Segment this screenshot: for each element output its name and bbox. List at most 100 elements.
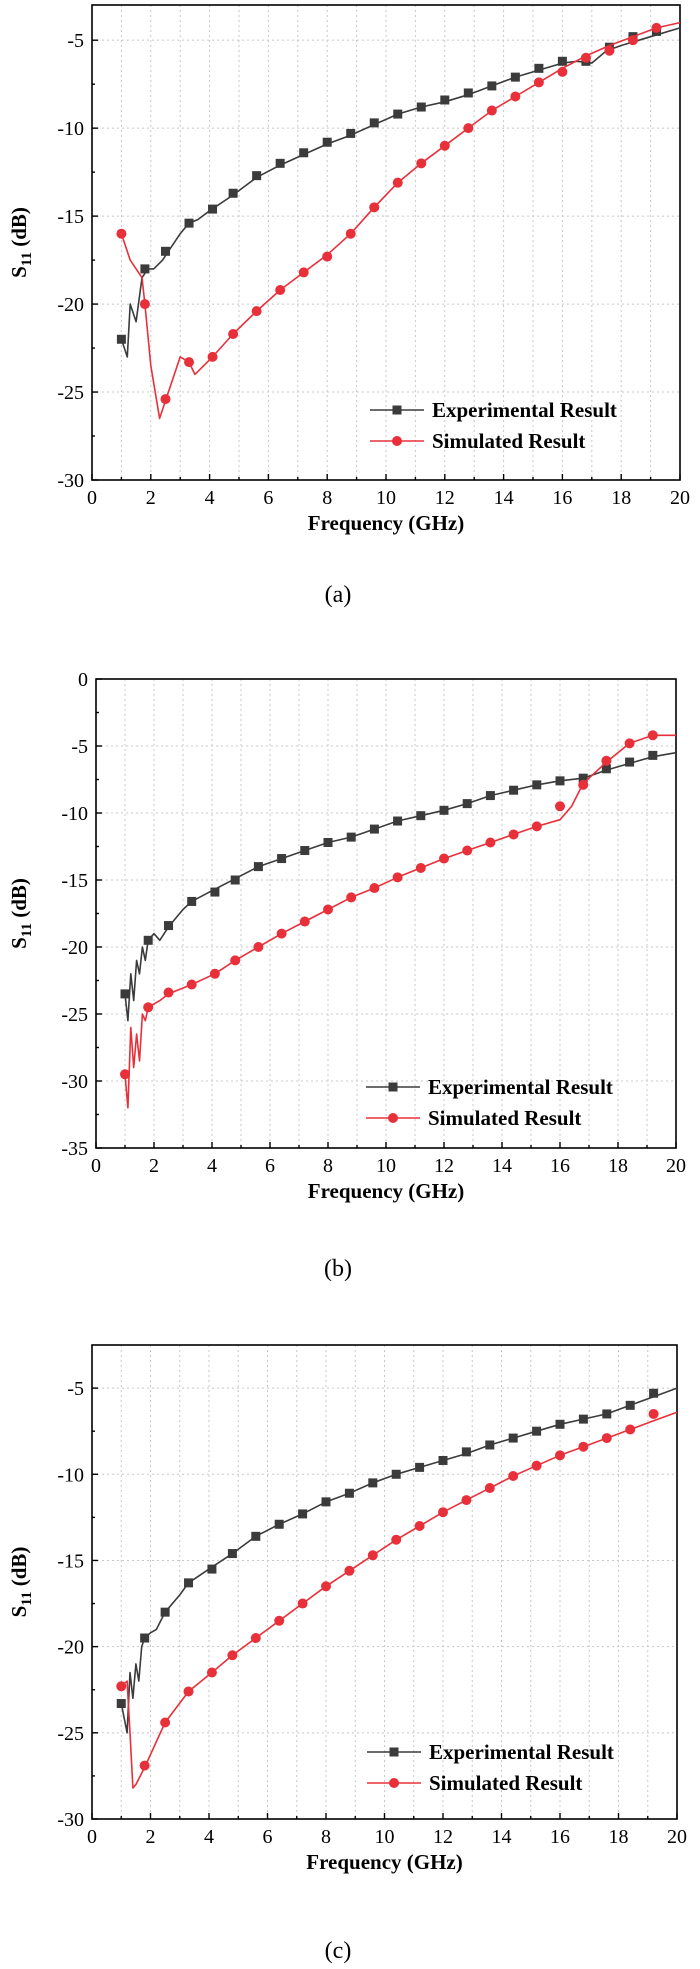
x-tick-label: 10 [375, 1826, 395, 1848]
y-tick-label: -25 [61, 1004, 88, 1026]
x-tick-label: 14 [494, 487, 514, 509]
simulated-marker [604, 45, 615, 56]
experimental-marker [416, 811, 426, 821]
legend-simulated-marker [388, 1113, 398, 1123]
panel-c-caption: (c) [325, 1938, 352, 1964]
simulated-marker [276, 928, 287, 939]
experimental-marker [462, 799, 472, 809]
simulated-marker [230, 955, 241, 966]
experimental-marker [143, 935, 153, 945]
simulated-line [120, 21, 681, 420]
x-tick-label: 0 [87, 1826, 97, 1848]
x-tick-label: 20 [666, 1155, 686, 1177]
experimental-marker [555, 776, 565, 786]
plot-a: 0 2 4 6 8 10 12 14 16 18 20 -30 -25 -20 -15 -10 -5 Freque… [7, 4, 690, 535]
x-tick-label: 12 [434, 1155, 454, 1177]
experimental-marker [346, 832, 356, 842]
simulated-marker [297, 1598, 308, 1609]
simulated-marker [369, 883, 380, 894]
legend-simulated-label: Simulated Result [432, 429, 585, 453]
experimental-marker [601, 764, 611, 774]
experimental-marker [120, 989, 130, 999]
simulated-marker [392, 177, 403, 188]
experimental-marker [438, 1455, 448, 1465]
experimental-marker [393, 816, 403, 826]
simulated-marker [651, 22, 662, 33]
experimental-marker [300, 846, 310, 856]
simulated-marker [484, 1483, 495, 1494]
experimental-marker [415, 1462, 425, 1472]
experimental-marker [602, 1409, 612, 1419]
x-tick-label: 16 [550, 1826, 570, 1848]
simulated-marker [601, 1433, 612, 1444]
experimental-marker [227, 1549, 237, 1559]
y-tick-label: -10 [57, 1464, 84, 1486]
simulated-marker [184, 357, 195, 368]
experimental-marker [208, 204, 218, 214]
y-tick-label: -5 [67, 30, 84, 52]
simulated-marker [116, 1681, 127, 1692]
simulated-marker [486, 105, 497, 116]
simulated-marker [463, 123, 474, 134]
x-tick-label: 8 [322, 487, 332, 509]
simulated-marker [251, 306, 262, 317]
simulated-marker [323, 904, 333, 915]
x-tick-label: 14 [492, 1826, 512, 1848]
x-tick-label: 4 [205, 487, 215, 509]
experimental-marker [321, 1497, 331, 1507]
y-tick-label: -15 [61, 870, 88, 892]
y-axis-title: S11 (dB) [7, 1547, 35, 1618]
simulated-marker [250, 1633, 261, 1644]
experimental-marker [298, 1509, 308, 1519]
y-tick-label: -20 [61, 937, 88, 959]
experimental-marker [253, 862, 263, 872]
x-tick-label: 16 [550, 1155, 570, 1177]
simulated-marker [624, 738, 635, 749]
simulated-marker [207, 351, 218, 362]
simulated-marker [485, 837, 496, 848]
simulated-marker [228, 328, 239, 339]
simulated-marker [120, 1069, 130, 1080]
simulated-marker [461, 1495, 472, 1506]
simulated-marker [274, 1615, 285, 1626]
experimental-marker [555, 1419, 565, 1429]
simulated-marker [508, 1470, 519, 1481]
experimental-marker [648, 750, 658, 760]
simulated-marker [392, 872, 403, 883]
simulated-marker [116, 228, 127, 239]
simulated-marker [183, 1686, 194, 1697]
experimental-line [120, 27, 681, 358]
experimental-line [124, 751, 677, 1022]
experimental-marker [534, 63, 544, 73]
simulated-marker [186, 979, 197, 990]
legend-experimental-label: Experimental Result [429, 1740, 614, 1764]
simulated-marker [209, 968, 220, 979]
y-axis-title: S11 (dB) [7, 878, 35, 949]
experimental-marker [251, 1531, 261, 1541]
experimental-marker [625, 757, 635, 767]
y-tick-label: -25 [57, 382, 84, 404]
simulated-marker [578, 1441, 589, 1452]
simulated-marker [367, 1550, 378, 1561]
y-tick-label: -35 [61, 1138, 88, 1160]
y-tick-label: -10 [61, 803, 88, 825]
experimental-line [120, 1387, 678, 1734]
simulated-marker [414, 1520, 425, 1531]
simulated-marker [160, 394, 171, 405]
x-tick-label: 6 [265, 1155, 275, 1177]
experimental-marker [252, 171, 262, 181]
simulated-marker [531, 1460, 542, 1471]
experimental-marker [299, 148, 309, 158]
experimental-marker [578, 1414, 588, 1424]
simulated-marker [143, 1002, 154, 1013]
simulated-marker [462, 845, 473, 856]
experimental-marker [344, 1488, 354, 1498]
simulated-marker [555, 801, 565, 812]
experimental-marker [228, 188, 238, 198]
experimental-marker [368, 1478, 378, 1488]
simulated-marker [416, 158, 427, 169]
x-axis-title: Frequency (GHz) [308, 511, 465, 535]
experimental-marker [485, 1440, 495, 1450]
panel-a-caption: (a) [325, 582, 352, 608]
experimental-marker [161, 246, 170, 256]
